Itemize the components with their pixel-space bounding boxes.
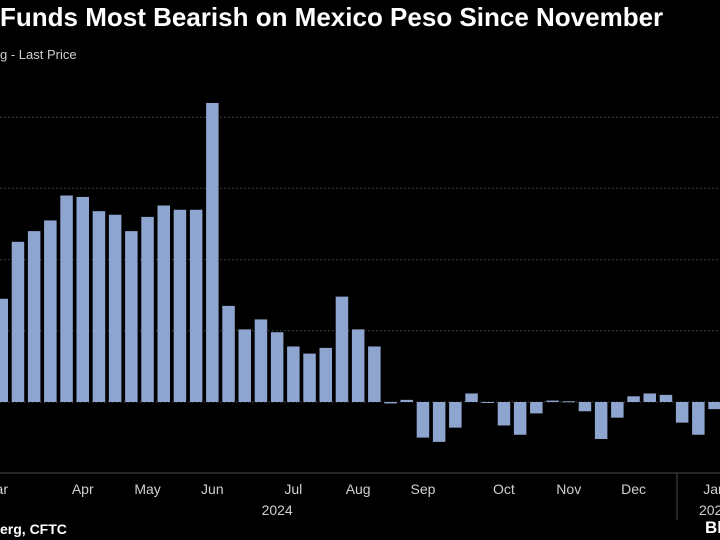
- bar: [351, 329, 365, 402]
- x-tick-label: Jul: [284, 481, 302, 497]
- bar: [497, 402, 511, 426]
- bar: [0, 298, 8, 402]
- bar: [173, 209, 187, 402]
- bar: [432, 402, 446, 442]
- x-tick-label: ar: [0, 481, 8, 497]
- x-axis: ar Apr May Jun Jul Aug Sep Oct Nov Dec Jan 2024 2025: [0, 472, 720, 520]
- bar: [416, 402, 430, 438]
- chart-title: Funds Most Bearish on Mexico Peso Since …: [0, 2, 664, 32]
- x-tick-label: Jan: [703, 481, 720, 497]
- bar: [513, 402, 527, 435]
- bar: [659, 394, 673, 402]
- bar: [270, 332, 284, 402]
- bar: [319, 347, 332, 402]
- year-label: 2025: [699, 502, 720, 518]
- bar: [578, 402, 592, 412]
- bar: [108, 214, 122, 402]
- bar: [287, 346, 300, 402]
- bar: [530, 402, 543, 414]
- bar: [125, 231, 138, 402]
- bar: [627, 396, 640, 402]
- x-tick-label: Nov: [556, 481, 581, 497]
- bar: [92, 211, 106, 402]
- bar: [157, 205, 170, 402]
- bar: [27, 231, 41, 402]
- bar: [562, 401, 575, 403]
- chart-subtitle: g - Last Price: [0, 47, 77, 62]
- bar: [335, 296, 349, 402]
- source-note: erg, CFTC: [0, 521, 67, 537]
- bar: [465, 393, 478, 402]
- bar: [303, 353, 316, 402]
- bar: [449, 402, 462, 428]
- x-tick-label: Jun: [201, 481, 224, 497]
- bar: [368, 346, 381, 402]
- bar-series: [0, 102, 720, 442]
- bar: [675, 402, 689, 423]
- bar: [594, 402, 608, 440]
- bar: [141, 216, 154, 402]
- bar: [400, 399, 413, 402]
- bloomberg-logo: Bl: [705, 518, 720, 537]
- bar: [189, 209, 203, 402]
- bar: [481, 402, 494, 403]
- bar: [643, 393, 656, 402]
- year-label: 2024: [262, 502, 293, 518]
- bar: [708, 402, 720, 410]
- bar: [384, 402, 397, 404]
- bar: [44, 220, 57, 402]
- bar: [60, 195, 73, 402]
- bar: [11, 241, 25, 402]
- x-tick-label: Dec: [621, 481, 646, 497]
- x-tick-label: Aug: [346, 481, 371, 497]
- x-tick-label: Apr: [72, 481, 94, 497]
- x-tick-label: Sep: [410, 481, 435, 497]
- bar: [692, 402, 705, 435]
- bar: [254, 319, 268, 402]
- bar: [238, 329, 251, 402]
- bar: [546, 400, 559, 402]
- bar: [76, 196, 89, 402]
- x-tick-label: Oct: [493, 481, 515, 497]
- bar: [206, 102, 219, 403]
- bar: [222, 305, 235, 402]
- x-tick-label: May: [134, 481, 160, 497]
- bar: [611, 402, 624, 418]
